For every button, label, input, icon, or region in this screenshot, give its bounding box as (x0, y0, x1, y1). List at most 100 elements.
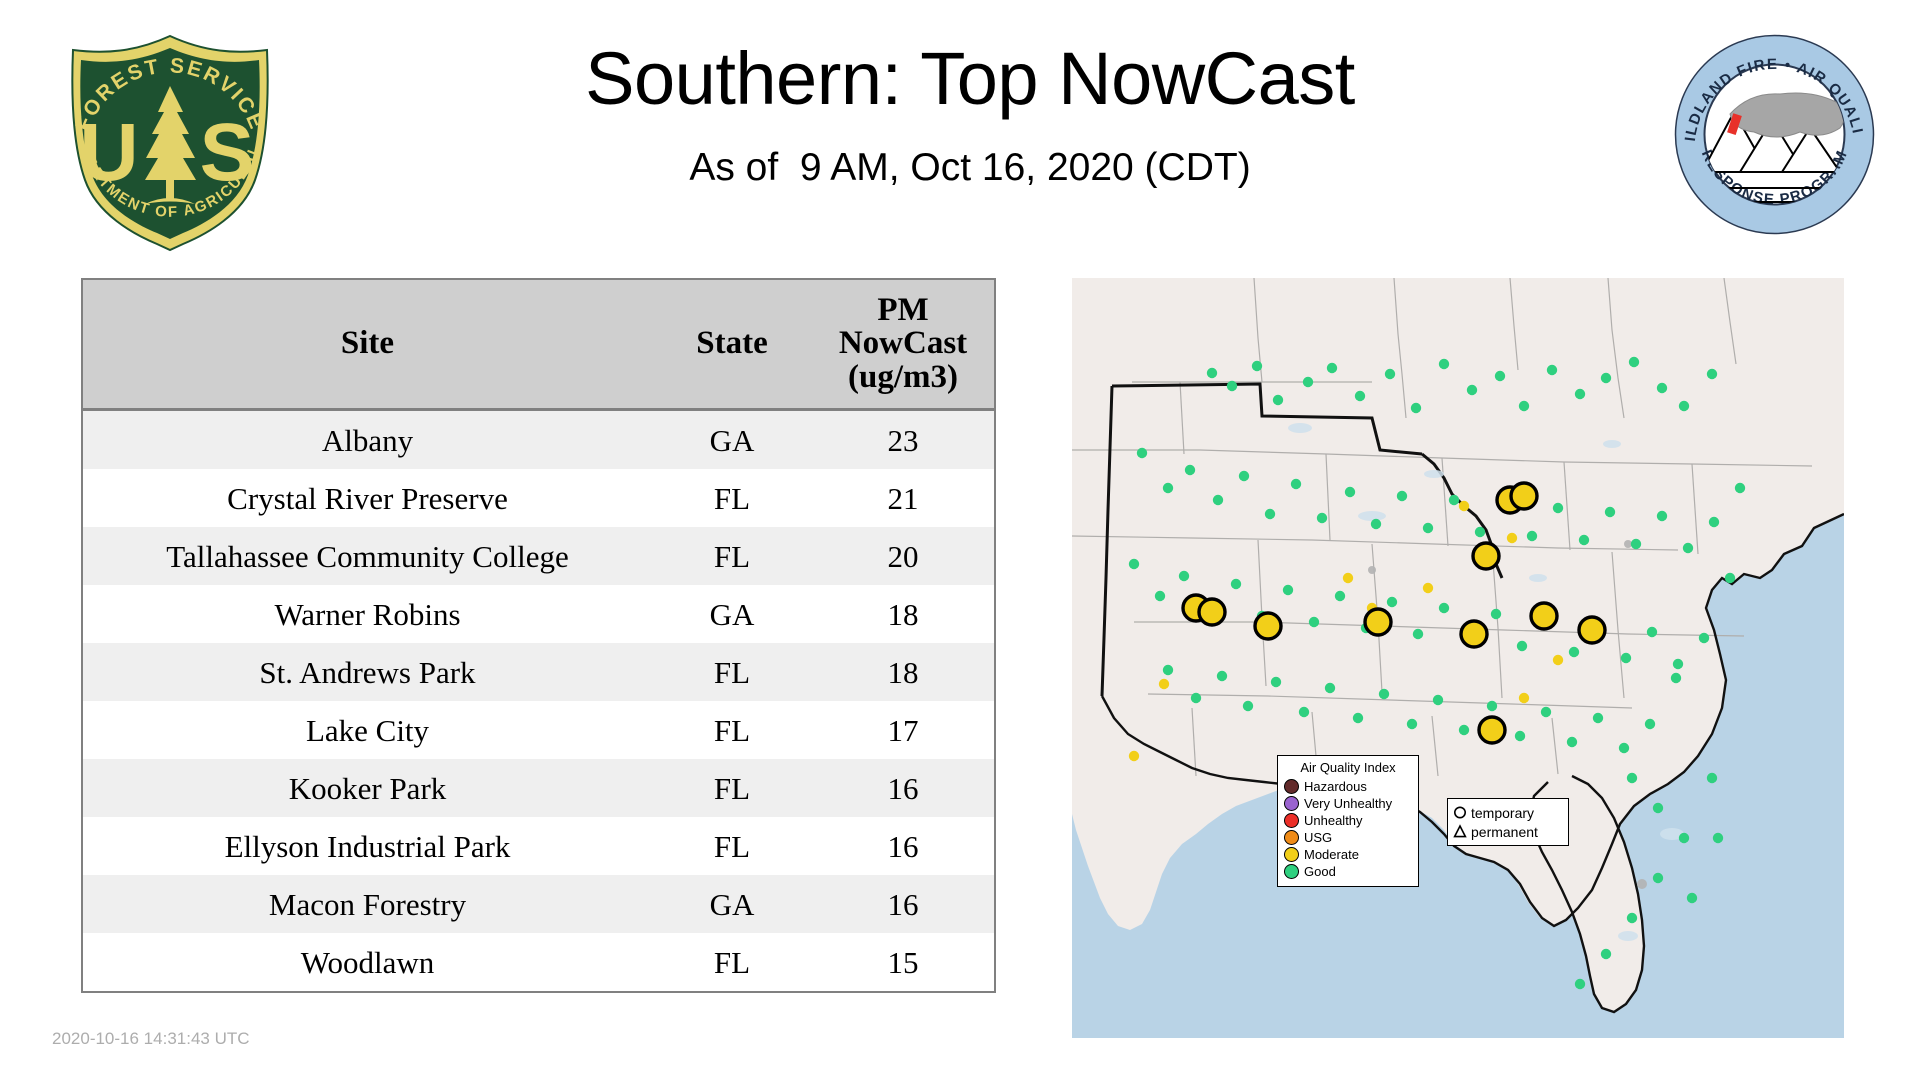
monitor-marker-good[interactable] (1566, 736, 1578, 748)
monitor-marker-good[interactable] (1190, 692, 1202, 704)
monitor-marker-good[interactable] (1708, 516, 1720, 528)
monitor-marker-good[interactable] (1620, 652, 1632, 664)
monitor-marker-good[interactable] (1396, 490, 1408, 502)
monitor-marker-good[interactable] (1526, 530, 1538, 542)
monitor-marker-top-site[interactable] (1197, 597, 1227, 627)
monitor-marker-good[interactable] (1290, 478, 1302, 490)
monitor-marker-good[interactable] (1251, 360, 1263, 372)
monitor-marker-good[interactable] (1412, 628, 1424, 640)
monitor-marker-good[interactable] (1406, 718, 1418, 730)
monitor-marker-top-site[interactable] (1471, 541, 1501, 571)
monitor-marker-good[interactable] (1546, 364, 1558, 376)
monitor-marker-good[interactable] (1264, 508, 1276, 520)
monitor-marker-good[interactable] (1604, 506, 1616, 518)
monitor-marker-top-site[interactable] (1477, 715, 1507, 745)
monitor-marker-good[interactable] (1308, 616, 1320, 628)
monitor-marker-moderate[interactable] (1158, 678, 1170, 690)
monitor-marker-good[interactable] (1354, 390, 1366, 402)
monitor-marker-good[interactable] (1298, 706, 1310, 718)
monitor-marker-good[interactable] (1448, 494, 1460, 506)
monitor-marker-good[interactable] (1384, 368, 1396, 380)
monitor-marker-good[interactable] (1212, 494, 1224, 506)
monitor-marker-good[interactable] (1574, 978, 1586, 990)
monitor-marker-good[interactable] (1706, 772, 1718, 784)
monitor-marker-good[interactable] (1724, 572, 1736, 584)
monitor-marker-good[interactable] (1162, 482, 1174, 494)
monitor-marker-good[interactable] (1128, 558, 1140, 570)
monitor-marker-good[interactable] (1272, 394, 1284, 406)
monitor-marker-good[interactable] (1238, 470, 1250, 482)
monitor-marker-good[interactable] (1438, 602, 1450, 614)
monitor-marker-good[interactable] (1226, 380, 1238, 392)
monitor-marker-good[interactable] (1154, 590, 1166, 602)
monitor-marker-good[interactable] (1136, 447, 1148, 459)
monitor-marker-moderate[interactable] (1458, 500, 1470, 512)
monitor-markers-layer[interactable] (1072, 278, 1844, 1038)
monitor-marker-good[interactable] (1486, 700, 1498, 712)
monitor-marker-good[interactable] (1678, 400, 1690, 412)
monitor-marker-good[interactable] (1206, 367, 1218, 379)
monitor-marker-good[interactable] (1626, 772, 1638, 784)
monitor-marker-good[interactable] (1568, 646, 1580, 658)
monitor-marker-good[interactable] (1600, 372, 1612, 384)
monitor-marker-good[interactable] (1518, 400, 1530, 412)
monitor-marker-good[interactable] (1600, 948, 1612, 960)
monitor-marker-good[interactable] (1386, 596, 1398, 608)
monitor-marker-good[interactable] (1316, 512, 1328, 524)
monitor-marker-good[interactable] (1432, 694, 1444, 706)
monitor-marker-good[interactable] (1644, 718, 1656, 730)
monitor-marker-good[interactable] (1162, 664, 1174, 676)
monitor-marker-moderate[interactable] (1128, 750, 1140, 762)
monitor-marker-good[interactable] (1516, 640, 1528, 652)
monitor-marker-good[interactable] (1352, 712, 1364, 724)
monitor-marker-good[interactable] (1270, 676, 1282, 688)
monitor-marker-good[interactable] (1574, 388, 1586, 400)
monitor-marker-good[interactable] (1712, 832, 1724, 844)
monitor-marker-good[interactable] (1514, 730, 1526, 742)
monitor-marker-moderate[interactable] (1342, 572, 1354, 584)
monitor-marker-good[interactable] (1282, 584, 1294, 596)
monitor-marker-good[interactable] (1592, 712, 1604, 724)
monitor-marker-good[interactable] (1184, 464, 1196, 476)
monitor-marker-good[interactable] (1302, 376, 1314, 388)
monitor-marker-good[interactable] (1698, 632, 1710, 644)
monitor-marker-good[interactable] (1686, 892, 1698, 904)
monitor-marker-moderate[interactable] (1422, 582, 1434, 594)
monitor-marker-top-site[interactable] (1509, 481, 1539, 511)
monitor-marker-good[interactable] (1682, 542, 1694, 554)
monitor-marker-top-site[interactable] (1363, 607, 1393, 637)
monitor-marker-top-site[interactable] (1529, 601, 1559, 631)
monitor-marker-good[interactable] (1540, 706, 1552, 718)
monitor-marker-good[interactable] (1378, 688, 1390, 700)
monitor-marker-good[interactable] (1242, 700, 1254, 712)
monitor-marker-good[interactable] (1652, 872, 1664, 884)
monitor-marker-good[interactable] (1652, 802, 1664, 814)
monitor-marker-good[interactable] (1672, 658, 1684, 670)
monitor-marker-good[interactable] (1326, 362, 1338, 374)
monitor-marker-good[interactable] (1656, 510, 1668, 522)
monitor-marker-good[interactable] (1494, 370, 1506, 382)
monitor-marker-good[interactable] (1370, 518, 1382, 530)
monitor-marker-top-site[interactable] (1253, 611, 1283, 641)
monitor-marker-good[interactable] (1656, 382, 1668, 394)
monitor-marker-good[interactable] (1578, 534, 1590, 546)
monitor-marker-moderate[interactable] (1552, 654, 1564, 666)
monitor-marker-good[interactable] (1678, 832, 1690, 844)
monitor-marker-good[interactable] (1458, 724, 1470, 736)
monitor-marker-good[interactable] (1628, 356, 1640, 368)
monitor-marker-good[interactable] (1216, 670, 1228, 682)
monitor-marker-good[interactable] (1334, 590, 1346, 602)
monitor-marker-good[interactable] (1422, 522, 1434, 534)
monitor-marker-good[interactable] (1552, 502, 1564, 514)
monitor-marker-good[interactable] (1646, 626, 1658, 638)
monitor-marker-good[interactable] (1466, 384, 1478, 396)
monitor-marker-good[interactable] (1618, 742, 1630, 754)
monitor-marker-good[interactable] (1178, 570, 1190, 582)
monitor-marker-top-site[interactable] (1459, 619, 1489, 649)
monitor-marker-good[interactable] (1438, 358, 1450, 370)
monitor-marker-top-site[interactable] (1577, 615, 1607, 645)
monitor-marker-good[interactable] (1630, 538, 1642, 550)
monitor-marker-good[interactable] (1410, 402, 1422, 414)
monitor-marker-good[interactable] (1344, 486, 1356, 498)
monitor-marker-good[interactable] (1706, 368, 1718, 380)
